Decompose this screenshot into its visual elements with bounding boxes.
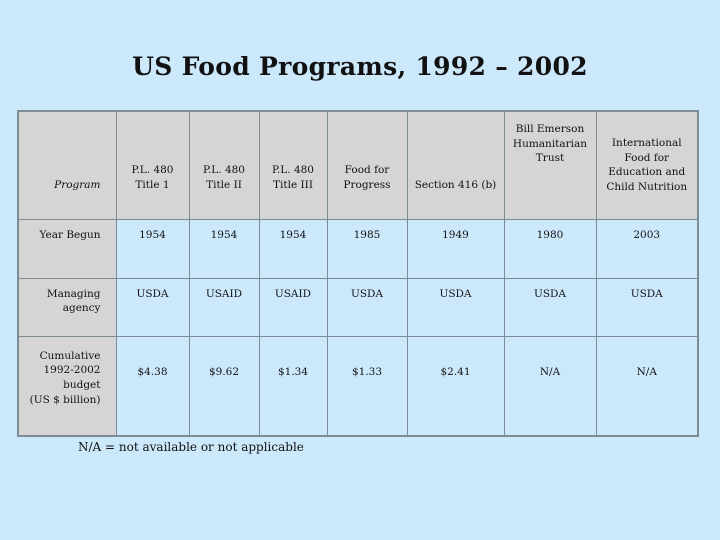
data-cell: $1.33 — [326, 335, 408, 437]
data-cell: 1954 — [115, 218, 190, 279]
header-cell-intl-food-education: International Food for Education and Chi… — [595, 110, 699, 220]
header-cell-pl480-title-2: P.L. 480 Title II — [188, 110, 260, 220]
data-cell: 2003 — [595, 218, 699, 279]
data-cell: $4.38 — [115, 335, 190, 437]
row-label-managing-agency: Managing agency — [17, 277, 117, 337]
row-label-cumulative-budget: Cumulative 1992-2002 budget (US $ billio… — [17, 335, 117, 437]
data-cell: 1949 — [406, 218, 505, 279]
data-cell: $1.34 — [258, 335, 328, 437]
data-cell: 1980 — [503, 218, 597, 279]
table-row-year-begun: Year Begun 1954 1954 1954 1985 1949 1980… — [17, 218, 699, 279]
data-cell: USAID — [258, 277, 328, 337]
data-cell: N/A — [595, 335, 699, 437]
header-cell-bill-emerson-trust: Bill Emerson Humanitarian Trust — [503, 110, 597, 220]
data-cell: $2.41 — [406, 335, 505, 437]
data-cell: USAID — [188, 277, 260, 337]
slide-title: US Food Programs, 1992 – 2002 — [132, 52, 588, 81]
row-label-year-begun: Year Begun — [17, 218, 117, 279]
table-header-row: Program P.L. 480 Title 1 P.L. 480 Title … — [17, 110, 699, 220]
data-cell: USDA — [326, 277, 408, 337]
data-cell: $9.62 — [188, 335, 260, 437]
data-cell: USDA — [595, 277, 699, 337]
data-cell: 1954 — [188, 218, 260, 279]
header-cell-food-for-progress: Food for Progress — [326, 110, 408, 220]
footnote: N/A = not available or not applicable — [78, 440, 304, 454]
table-row-managing-agency: Managing agency USDA USAID USAID USDA US… — [17, 277, 699, 337]
table-row-cumulative-budget: Cumulative 1992-2002 budget (US $ billio… — [17, 335, 699, 437]
data-cell: 1985 — [326, 218, 408, 279]
header-cell-pl480-title-1: P.L. 480 Title 1 — [115, 110, 190, 220]
data-cell: N/A — [503, 335, 597, 437]
data-cell: USDA — [406, 277, 505, 337]
header-cell-pl480-title-3: P.L. 480 Title III — [258, 110, 328, 220]
header-cell-section-416b: Section 416 (b) — [406, 110, 505, 220]
food-programs-table: Program P.L. 480 Title 1 P.L. 480 Title … — [17, 110, 699, 437]
data-cell: 1954 — [258, 218, 328, 279]
header-cell-program: Program — [17, 110, 117, 220]
data-cell: USDA — [503, 277, 597, 337]
data-cell: USDA — [115, 277, 190, 337]
